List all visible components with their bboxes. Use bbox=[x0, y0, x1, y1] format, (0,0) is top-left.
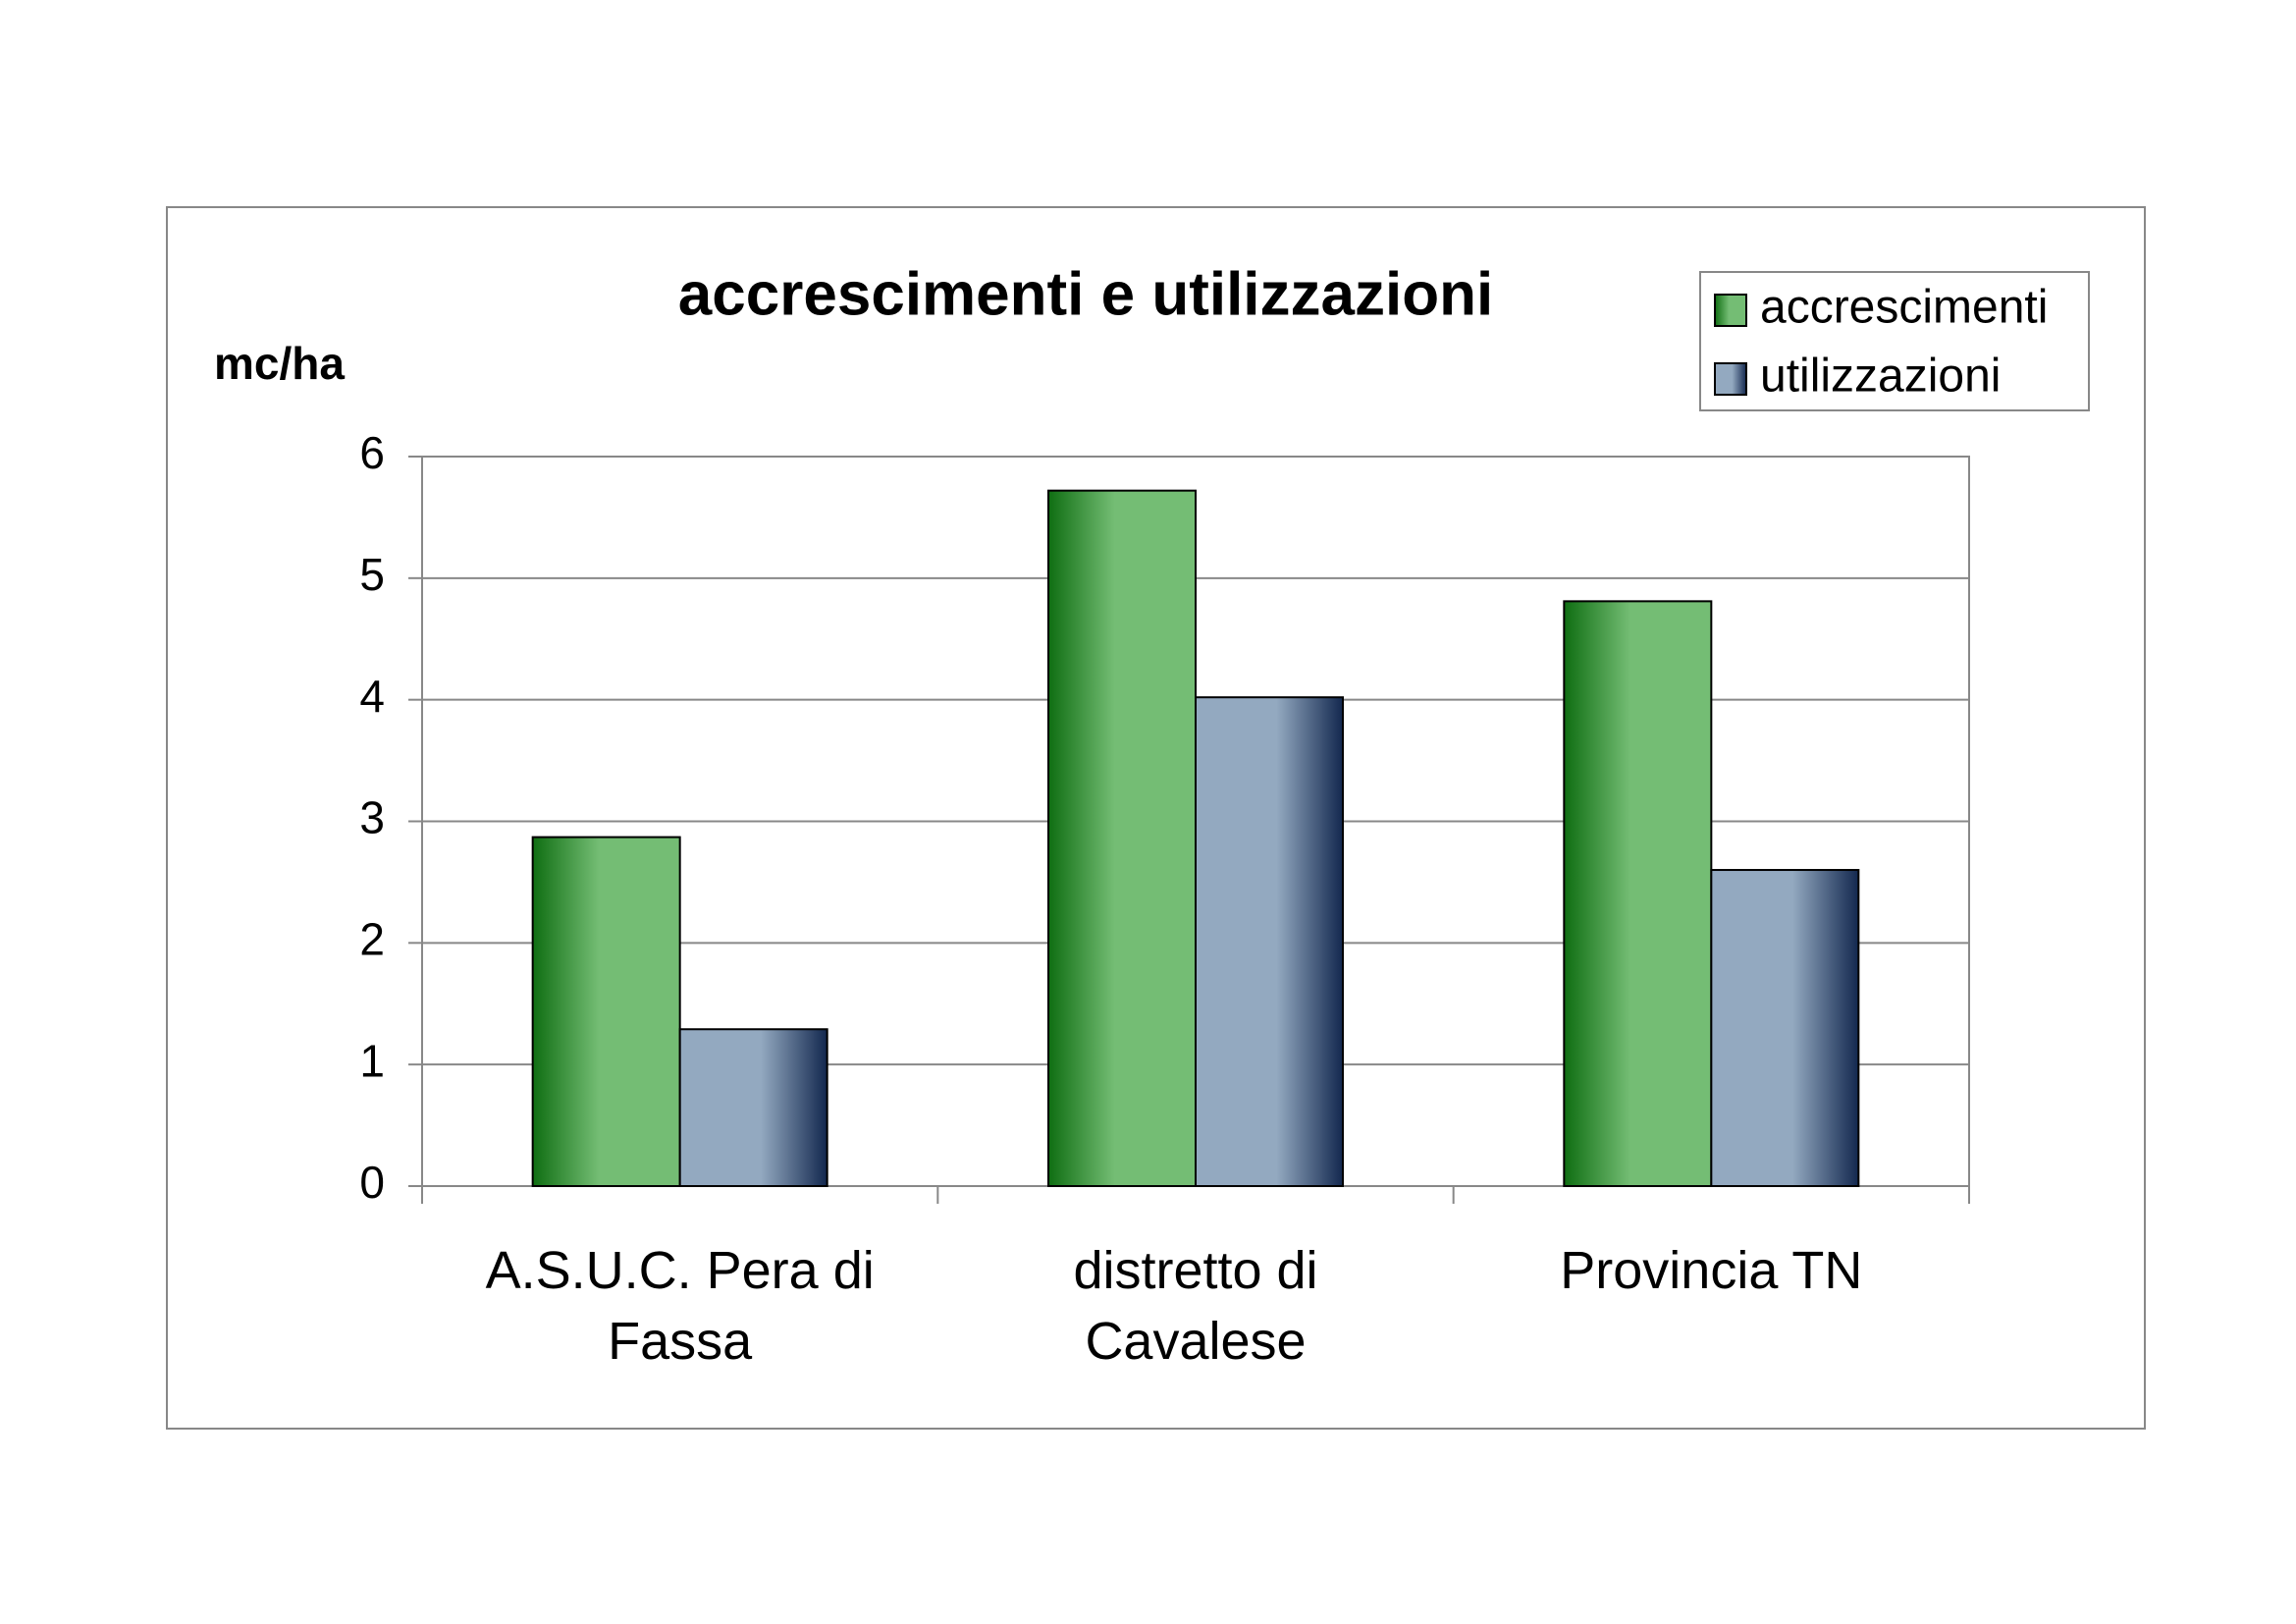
x-tick-label: distretto di Cavalese bbox=[1073, 1241, 1318, 1371]
legend: accrescimenti utilizzazioni bbox=[1699, 271, 2090, 411]
bar bbox=[531, 836, 681, 1187]
bar bbox=[1563, 600, 1713, 1187]
bar bbox=[1047, 489, 1197, 1187]
legend-swatch bbox=[1714, 362, 1747, 396]
y-axis-label: mc/ha bbox=[214, 338, 345, 389]
y-tick-label: 5 bbox=[359, 549, 385, 600]
y-tick-label: 2 bbox=[359, 913, 385, 964]
chart-title: accrescimenti e utilizzazioni bbox=[678, 260, 1493, 328]
legend-swatch bbox=[1714, 294, 1747, 327]
bar bbox=[1195, 696, 1344, 1187]
y-tick-label: 6 bbox=[359, 427, 385, 478]
x-tick-label: Provincia TN bbox=[1560, 1241, 1863, 1300]
y-tick-label: 0 bbox=[359, 1157, 385, 1208]
legend-box bbox=[1699, 271, 2090, 411]
bar bbox=[678, 1028, 828, 1187]
legend-label: utilizzazioni bbox=[1760, 351, 2001, 403]
y-tick-label: 4 bbox=[359, 671, 385, 722]
y-tick-label: 1 bbox=[359, 1035, 385, 1086]
x-tick-label: A.S.U.C. Pera di Fassa bbox=[485, 1241, 875, 1371]
bar bbox=[1710, 869, 1860, 1187]
y-tick-label: 3 bbox=[359, 792, 385, 843]
legend-label: accrescimenti bbox=[1760, 282, 2048, 334]
